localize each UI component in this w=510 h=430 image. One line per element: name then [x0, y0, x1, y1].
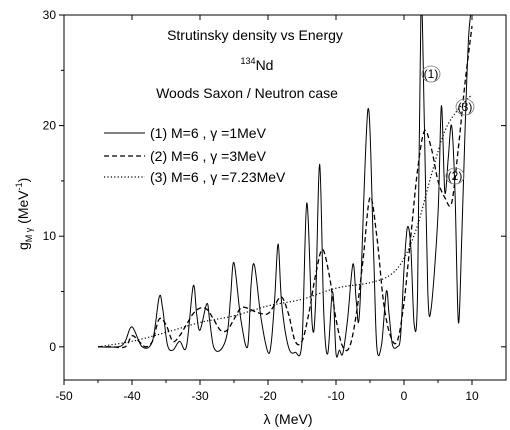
annotation-3-ring: [455, 98, 475, 116]
y-tick-label: 30: [43, 8, 57, 22]
annotation-1-ring: [421, 65, 441, 83]
annotation-2: (2): [448, 169, 463, 183]
legend-label-3: (3) M=6 , γ =7.23MeV: [150, 169, 286, 185]
axes: -50 -40 -30 -20 -10 0 10 0 10 20 30: [43, 8, 507, 403]
legend-label-1: (1) M=6 , γ =1MeV: [150, 125, 267, 141]
plot-frame: [63, 14, 507, 381]
y-label-unit-sup: -1: [14, 182, 24, 190]
annotation-1: (1): [424, 67, 439, 81]
text-layer: Strutinsky density vs Energy 134Nd Woods…: [14, 27, 343, 427]
chart-subtitle: 134Nd: [241, 56, 274, 73]
x-tick-label: -40: [123, 389, 141, 403]
y-label-unit-close: ): [15, 178, 31, 183]
x-axis-label: λ (MeV): [264, 411, 313, 427]
y-tick-label: 0: [49, 340, 56, 354]
series-2-line: [98, 26, 473, 352]
subtitle-superscript: 134: [241, 56, 256, 66]
legend-label-2: (2) M=6 , γ =3MeV: [150, 148, 267, 164]
y-axis-label: gM γ (MeV-1): [14, 178, 34, 250]
x-tick-label: -10: [327, 389, 345, 403]
y-tick-label: 20: [43, 119, 57, 133]
annotation-2-ring: [445, 167, 465, 185]
subtitle-main: Nd: [256, 57, 274, 73]
x-tick-label: -20: [259, 389, 277, 403]
y-label-sub: M γ: [24, 227, 34, 242]
y-label-base: g: [15, 242, 31, 250]
x-tick-label: 0: [401, 389, 408, 403]
x-tick-label: -50: [55, 389, 73, 403]
x-tick-label: -30: [191, 389, 209, 403]
series-layer: [97, 15, 473, 358]
annotations: (1) (2) (3): [421, 65, 475, 185]
chart-title: Strutinsky density vs Energy: [167, 27, 343, 43]
x-tick-label: 10: [465, 389, 479, 403]
legend: (1) M=6 , γ =1MeV (2) M=6 , γ =3MeV (3) …: [104, 125, 286, 185]
y-tick-label: 10: [43, 229, 57, 243]
annotation-3: (3): [458, 100, 473, 114]
series-1-line: [97, 15, 471, 358]
chart-subtitle-2: Woods Saxon / Neutron case: [156, 85, 338, 101]
y-label-unit: (MeV: [15, 190, 31, 228]
series-3-line: [97, 94, 473, 348]
